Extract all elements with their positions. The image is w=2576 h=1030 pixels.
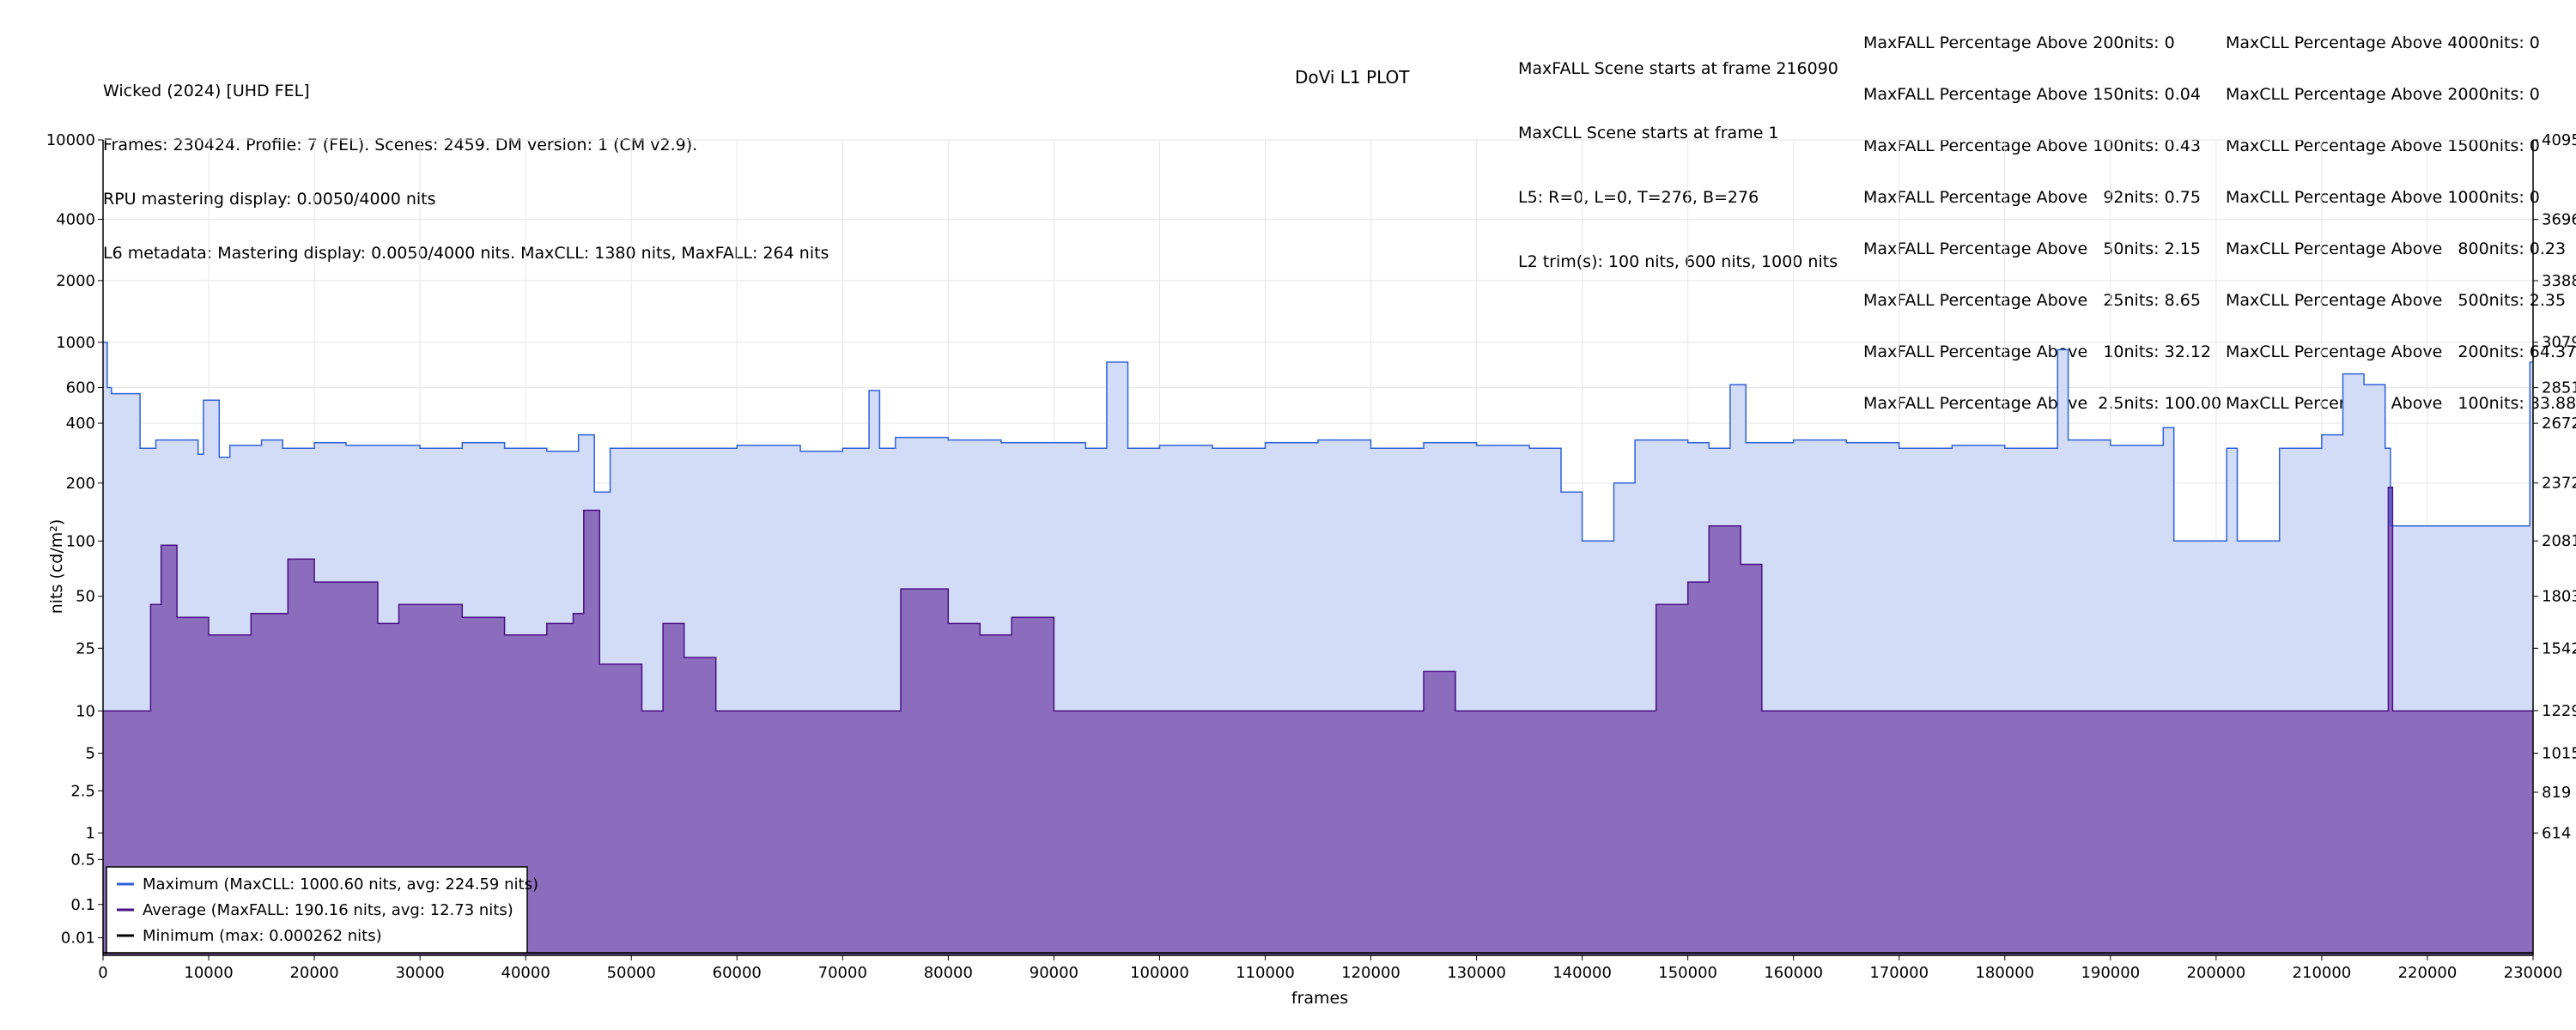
- avg-area: [103, 487, 2533, 955]
- y2-tick-label: 3696: [2542, 211, 2576, 229]
- y-tick-label: 0.1: [70, 896, 95, 914]
- maxfall-stat: MaxFALL Percentage Above 10nits: 32.12: [1863, 342, 2212, 361]
- y-tick-label: 0.5: [70, 851, 95, 869]
- x-tick-label: 100000: [1130, 964, 1189, 982]
- x-tick-label: 10000: [184, 964, 233, 982]
- maxfall-stat: MaxFALL Percentage Above 2.5nits: 100.00: [1863, 394, 2222, 413]
- y-tick-label: 200: [66, 475, 95, 493]
- y-tick-label: 50: [76, 588, 95, 606]
- x-tick-label: 80000: [924, 964, 973, 982]
- info-line-title: Wicked (2024) [UHD FEL]: [103, 82, 310, 100]
- x-tick-label: 140000: [1552, 964, 1612, 982]
- y-tick-label: 10000: [46, 131, 95, 149]
- y2-tick-label: 819: [2542, 784, 2571, 802]
- maxcll-stat: MaxCLL Percentage Above 1500nits: 0: [2226, 136, 2540, 155]
- x-tick-label: 120000: [1341, 964, 1400, 982]
- avg-line: [103, 487, 2533, 712]
- y-tick-label: 1000: [56, 334, 95, 352]
- maxcll-stat: MaxCLL Percentage Above 800nits: 0.23: [2226, 239, 2567, 258]
- maxcll-stat: MaxCLL Percentage Above 1000nits: 0: [2226, 188, 2540, 207]
- x-tick-label: 180000: [1975, 964, 2034, 982]
- x-tick-label: 110000: [1236, 964, 1295, 982]
- l2-trims: L2 trim(s): 100 nits, 600 nits, 1000 nit…: [1518, 252, 1838, 271]
- maxfall-stat: MaxFALL Percentage Above 150nits: 0.04: [1863, 85, 2201, 104]
- info-line-l6: L6 metadata: Mastering display: 0.0050/4…: [103, 244, 829, 263]
- y-tick-label: 2000: [56, 272, 95, 290]
- y-tick-label: 25: [76, 639, 95, 657]
- info-line-rpu: RPU mastering display: 0.0050/4000 nits: [103, 190, 436, 209]
- y2-tick-label: 4095: [2542, 131, 2576, 149]
- y-tick-label: 600: [66, 379, 95, 397]
- info-line-frames: Frames: 230424. Profile: 7 (FEL). Scenes…: [103, 136, 698, 154]
- x-tick-label: 200000: [2187, 964, 2246, 982]
- l5-metadata: L5: R=0, L=0, T=276, B=276: [1518, 188, 1759, 207]
- x-tick-label: 230000: [2504, 964, 2563, 982]
- maxfall-stat: MaxFALL Percentage Above 200nits: 0: [1863, 33, 2175, 52]
- y-tick-label: 0.01: [61, 930, 95, 948]
- x-tick-label: 170000: [1869, 964, 1929, 982]
- x-tick-label: 220000: [2398, 964, 2458, 982]
- y2-tick-label: 614: [2542, 825, 2571, 843]
- y2-tick-label: 1542: [2542, 639, 2576, 657]
- y2-tick-label: 3079: [2542, 334, 2576, 352]
- chart-title: DoVi L1 PLOT: [1295, 67, 1410, 88]
- scene-info: MaxFALL Scene starts at frame 216090 Max…: [1518, 15, 1838, 294]
- y-tick-label: 400: [66, 415, 95, 433]
- legend: Maximum (MaxCLL: 1000.60 nits, avg: 224.…: [106, 866, 538, 954]
- scene-maxfall: MaxFALL Scene starts at frame 216090: [1518, 59, 1838, 78]
- series-group: [103, 341, 2533, 955]
- maxfall-stat: MaxFALL Percentage Above 50nits: 2.15: [1863, 239, 2201, 258]
- x-tick-label: 190000: [2081, 964, 2140, 982]
- y2-tick-label: 3388: [2542, 272, 2576, 290]
- legend-min-label: Minimum (max: 0.000262 nits): [143, 927, 382, 945]
- x-tick-label: 20000: [289, 964, 338, 982]
- maxcll-stats: MaxCLL Percentage Above 4000nits: 0 MaxC…: [2226, 0, 2576, 429]
- y-axis-label: nits (cd/m²): [47, 519, 66, 615]
- y-tick-label: 10: [76, 702, 95, 720]
- x-tick-label: 60000: [713, 964, 762, 982]
- scene-maxcll: MaxCLL Scene starts at frame 1: [1518, 124, 1779, 142]
- y-tick-label: 4000: [56, 211, 95, 229]
- maxcll-stat: MaxCLL Percentage Above 200nits: 64.37: [2226, 342, 2576, 361]
- maxcll-stat: MaxCLL Percentage Above 2000nits: 0: [2226, 85, 2540, 104]
- x-tick-label: 130000: [1447, 964, 1506, 982]
- x-tick-label: 150000: [1658, 964, 1717, 982]
- maxcll-stat: MaxCLL Percentage Above 4000nits: 0: [2226, 33, 2540, 52]
- x-tick-label: 160000: [1764, 964, 1823, 982]
- y2-tick-label: 1015: [2542, 745, 2576, 763]
- x-tick-label: 40000: [501, 964, 550, 982]
- x-axis-label: frames: [1291, 989, 1348, 1008]
- x-tick-label: 70000: [818, 964, 867, 982]
- x-tick-label: 50000: [607, 964, 656, 982]
- axes: [102, 140, 2534, 956]
- x-tick-label: 30000: [395, 964, 444, 982]
- x-tick-label: 90000: [1030, 964, 1078, 982]
- y2-tick-label: 2851: [2542, 379, 2576, 397]
- legend-box: [106, 866, 528, 954]
- y-tick-label: 1: [86, 825, 95, 843]
- legend-avg-label: Average (MaxFALL: 190.16 nits, avg: 12.7…: [143, 901, 513, 919]
- legend-max-label: Maximum (MaxCLL: 1000.60 nits, avg: 224.…: [143, 876, 538, 894]
- y2-tick-label: 1229: [2542, 702, 2576, 720]
- file-info: Wicked (2024) [UHD FEL] Frames: 230424. …: [103, 46, 829, 281]
- x-tick-label: 0: [98, 964, 107, 982]
- x-tick-label: 210000: [2293, 964, 2352, 982]
- y-tick-label: 100: [66, 532, 95, 550]
- y-tick-label: 5: [86, 745, 95, 763]
- maxcll-stat: MaxCLL Percentage Above 500nits: 2.35: [2226, 291, 2567, 310]
- max-line: [103, 341, 2533, 542]
- y-tick-label: 2.5: [70, 782, 95, 800]
- ticks: 0 10000 20000 30000 40000 50000 60000 70000 8000…: [46, 131, 2576, 982]
- y2-tick-label: 1803: [2542, 588, 2576, 606]
